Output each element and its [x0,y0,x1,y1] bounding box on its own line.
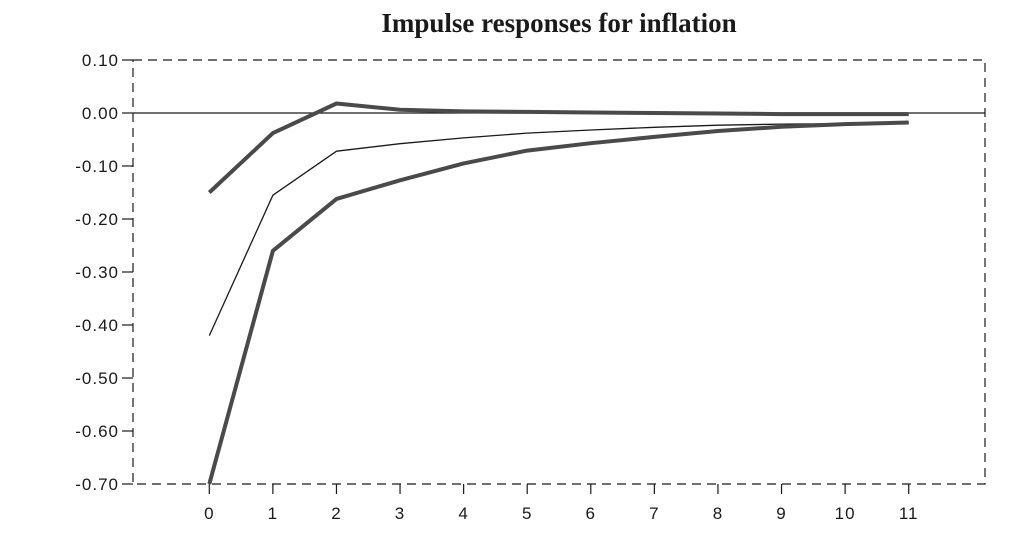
series-line-1 [207,101,909,194]
x-tick-label: 8 [713,504,723,523]
x-tick-label: 11 [899,504,919,523]
x-tick-label: 4 [458,504,468,523]
x-tick-label: 6 [586,504,596,523]
x-tick-label: 0 [204,504,214,523]
y-tick-label: -0.20 [75,210,119,229]
chart-title: Impulse responses for inflation [381,8,737,38]
series-line-3 [207,120,909,485]
y-tick-label: 0.00 [82,104,119,123]
x-tick-label: 2 [331,504,341,523]
y-tick-label: -0.70 [75,475,119,494]
y-axis: 0.10 0.00 -0.10 -0.20 -0.30 -0.40 -0.50 -0.60 -0… [75,51,133,494]
y-tick-label: -0.30 [75,263,119,282]
x-tick-label: 5 [522,504,532,523]
y-tick-label: -0.50 [75,369,119,388]
y-tick-label: 0.10 [82,51,119,70]
x-tick-label: 1 [268,504,278,523]
x-tick-label: 10 [835,504,856,523]
series-lines [207,101,909,485]
series-line-2 [208,122,909,336]
x-tick-label: 9 [776,504,786,523]
x-tick-label: 7 [649,504,659,523]
y-tick-label: -0.60 [75,422,119,441]
y-tick-label: -0.40 [75,316,119,335]
y-tick-label: -0.10 [75,157,119,176]
x-axis: 0 1 2 3 4 5 6 7 8 9 10 11 [204,484,918,523]
x-tick-label: 3 [395,504,405,523]
